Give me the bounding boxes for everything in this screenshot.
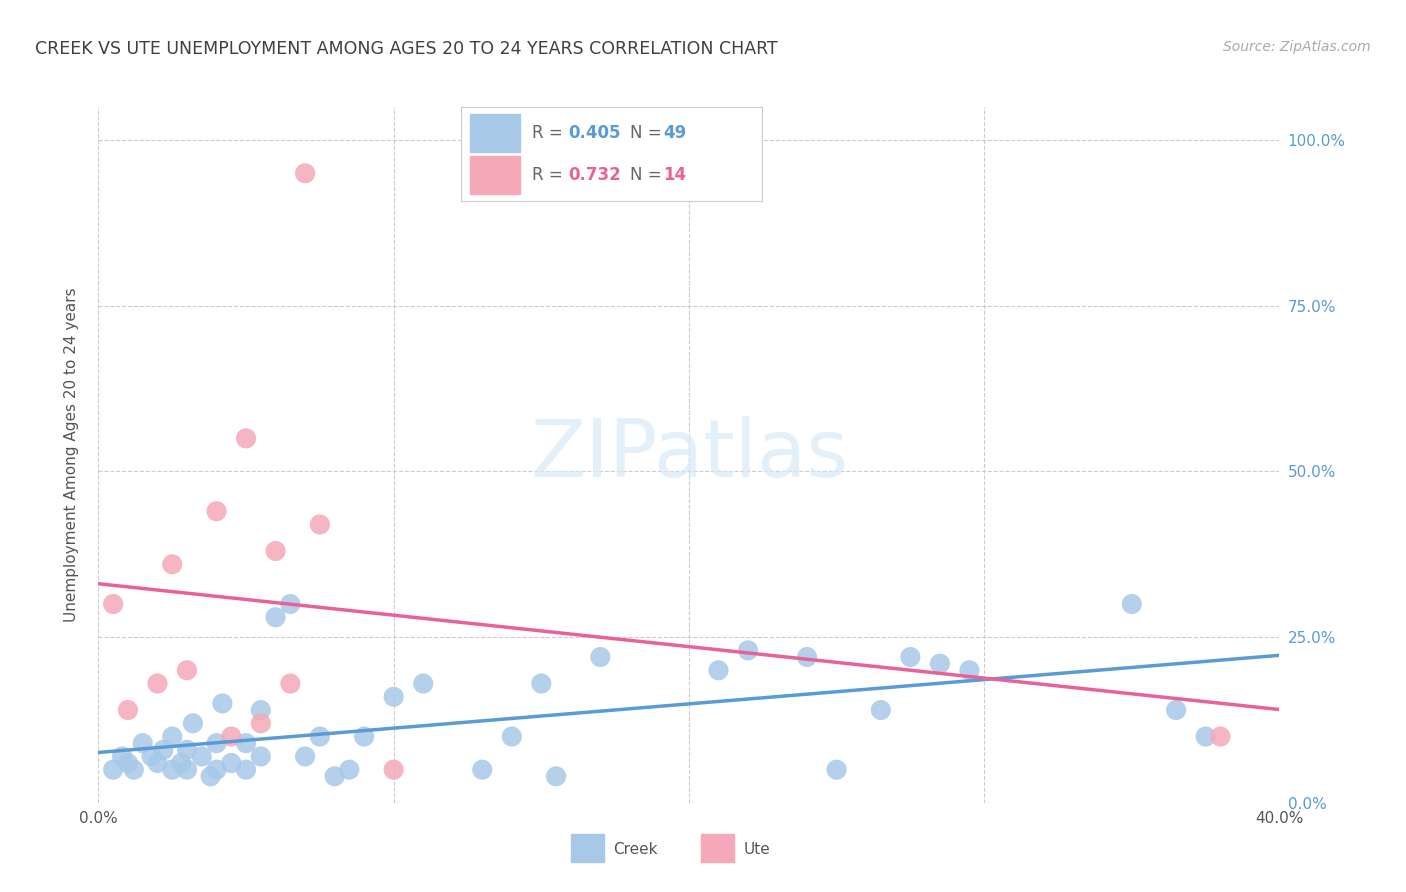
Point (530, 676, 553, 690)
Point (235, 431, 257, 445)
Text: CREEK VS UTE UNEMPLOYMENT AMONG AGES 20 TO 24 YEARS CORRELATION CHART: CREEK VS UTE UNEMPLOYMENT AMONG AGES 20 … (35, 40, 778, 58)
Point (900, 650, 922, 665)
Point (501, 730, 523, 744)
Point (219, 730, 242, 744)
Point (250, 749, 273, 764)
Point (825, 763, 848, 777)
Point (235, 736, 257, 750)
Point (132, 736, 155, 750)
Point (1121, 597, 1143, 611)
Point (339, 763, 360, 777)
Point (170, 756, 193, 770)
Text: Ute: Ute (744, 842, 770, 857)
Point (205, 504, 228, 518)
Point (162, 558, 183, 572)
Point (264, 610, 287, 624)
Text: N =: N = (630, 124, 666, 142)
Bar (471, 114, 520, 153)
Point (959, 663, 981, 677)
Point (103, 597, 125, 611)
Y-axis label: Unemployment Among Ages 20 to 24 years: Unemployment Among Ages 20 to 24 years (65, 287, 79, 623)
Point (162, 730, 183, 744)
Point (264, 544, 287, 558)
Point (309, 730, 332, 744)
Point (250, 703, 273, 717)
Bar (700, 834, 734, 862)
Point (1209, 730, 1232, 744)
Point (1195, 730, 1218, 744)
Point (152, 743, 174, 757)
Point (707, 663, 730, 677)
Point (146, 756, 169, 770)
Point (382, 690, 405, 704)
Point (546, 769, 568, 783)
Point (294, 166, 316, 180)
Text: 0.405: 0.405 (568, 124, 621, 142)
Text: R =: R = (531, 166, 568, 184)
FancyBboxPatch shape (461, 107, 762, 201)
Text: ZIPatlas: ZIPatlas (530, 416, 848, 494)
Bar (571, 834, 605, 862)
Point (250, 716, 273, 731)
Point (103, 763, 125, 777)
Point (211, 697, 233, 711)
Point (205, 736, 228, 750)
Point (737, 643, 759, 657)
Point (278, 597, 302, 611)
Text: R =: R = (531, 124, 568, 142)
Point (219, 756, 242, 770)
Point (176, 763, 198, 777)
Point (471, 763, 494, 777)
Point (796, 650, 818, 665)
Point (176, 663, 198, 677)
Point (205, 763, 228, 777)
Text: 0.732: 0.732 (568, 166, 621, 184)
Point (181, 716, 204, 731)
Point (141, 749, 163, 764)
Point (928, 657, 950, 671)
Text: Source: ZipAtlas.com: Source: ZipAtlas.com (1223, 40, 1371, 54)
Point (235, 763, 257, 777)
Point (309, 517, 332, 532)
Bar (471, 156, 520, 194)
Point (412, 676, 434, 690)
Point (146, 676, 169, 690)
Point (294, 749, 316, 764)
Point (278, 676, 302, 690)
Point (117, 703, 139, 717)
Point (117, 756, 139, 770)
Point (111, 749, 134, 764)
Point (122, 763, 145, 777)
Text: 14: 14 (664, 166, 686, 184)
Point (191, 749, 214, 764)
Point (1164, 703, 1187, 717)
Text: 49: 49 (664, 124, 686, 142)
Point (200, 769, 222, 783)
Text: Creek: Creek (613, 842, 658, 857)
Point (323, 769, 346, 783)
Point (589, 650, 612, 665)
Text: N =: N = (630, 166, 666, 184)
Point (353, 730, 375, 744)
Point (869, 703, 891, 717)
Point (162, 763, 183, 777)
Point (176, 743, 198, 757)
Point (382, 763, 405, 777)
